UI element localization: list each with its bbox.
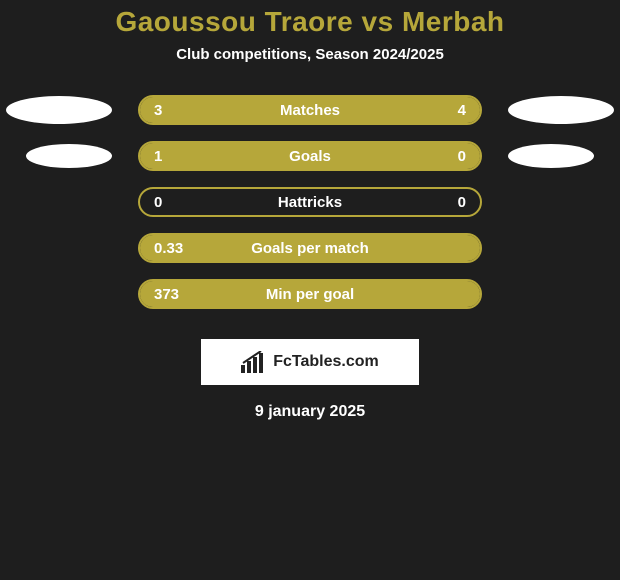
page-title: Gaoussou Traore vs Merbah (0, 6, 620, 38)
stat-pill: 1 0 Goals (138, 141, 482, 171)
stat-pill: 0.33 Goals per match (138, 233, 482, 263)
stat-label: Goals per match (251, 240, 369, 257)
footer-date: 9 january 2025 (0, 403, 620, 421)
stat-row: 1 0 Goals (0, 133, 620, 179)
player-marker-right (508, 96, 614, 124)
stat-label: Min per goal (266, 286, 354, 303)
stat-value-left: 1 (154, 148, 162, 165)
stat-row: 3 4 Matches (0, 87, 620, 133)
stat-pill: 0 0 Hattricks (138, 187, 482, 217)
stat-value-left: 0 (154, 194, 162, 211)
fctables-logo: FcTables.com (201, 339, 419, 385)
stat-value-left: 373 (154, 286, 179, 303)
stat-value-left: 3 (154, 102, 162, 119)
stat-value-right: 4 (458, 102, 466, 119)
player-marker-left (6, 96, 112, 124)
stat-label: Hattricks (278, 194, 342, 211)
stat-row: 0.33 Goals per match (0, 225, 620, 271)
stat-label: Goals (289, 148, 331, 165)
stat-row: 373 Min per goal (0, 271, 620, 317)
stat-pill: 3 4 Matches (138, 95, 482, 125)
subtitle: Club competitions, Season 2024/2025 (0, 46, 620, 63)
stat-value-right: 0 (458, 194, 466, 211)
stat-value-left: 0.33 (154, 240, 183, 257)
player-marker-left (26, 144, 112, 168)
player-marker-right (508, 144, 594, 168)
stat-row: 0 0 Hattricks (0, 179, 620, 225)
stat-pill: 373 Min per goal (138, 279, 482, 309)
comparison-card: Gaoussou Traore vs Merbah Club competiti… (0, 0, 620, 580)
stat-label: Matches (280, 102, 340, 119)
bars-icon (241, 351, 267, 373)
logo-text: FcTables.com (273, 353, 379, 371)
stat-rows: 3 4 Matches 1 0 Goals 0 0 Hattricks 0.33 Goals per… (0, 87, 620, 317)
stat-value-right: 0 (458, 148, 466, 165)
